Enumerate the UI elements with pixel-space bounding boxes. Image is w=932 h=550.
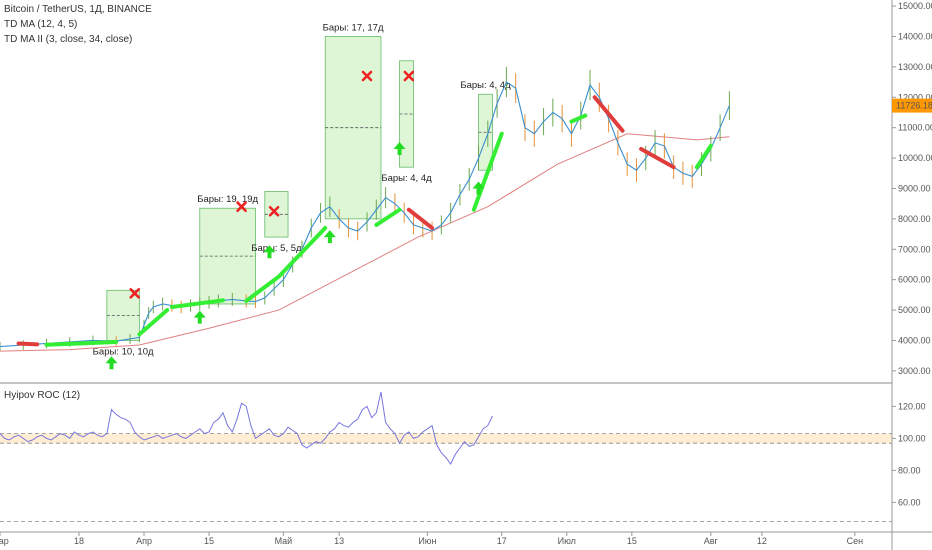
time-tick-label: 18 [74, 536, 84, 546]
indicator-td-ma[interactable]: TD MA (12, 4, 5) [4, 19, 78, 30]
td-up-segment [374, 207, 402, 227]
osc-tick-label: 80.00 [898, 465, 921, 475]
buy-arrow-icon [105, 356, 118, 370]
price-tick-label: 6000.00 [898, 275, 931, 285]
td-down-segment [592, 95, 625, 133]
bar-count-label: Бары: 19, 19д [197, 194, 258, 205]
roc-panel [0, 391, 892, 522]
td-up-segment [137, 308, 170, 337]
td-down-segment [406, 207, 435, 230]
td-up-segment [44, 339, 119, 347]
ma-lines [0, 133, 730, 352]
price-tick-label: 3000.00 [898, 366, 931, 376]
roc-indicator-title[interactable]: Hyipov ROC (12) [4, 390, 81, 401]
time-tick-label: Мар [0, 536, 9, 546]
price-tick-label: 15000.00 [898, 1, 932, 11]
price-tick-label: 7000.00 [898, 244, 931, 254]
bar-count-boxes: Бары: 10, 10д Бары: 19, 19д Бары: 5, 5д Бар… [93, 22, 511, 357]
sell-cross-icon [403, 70, 415, 82]
td-up-segment [471, 131, 504, 212]
time-tick-label: Июл [558, 536, 576, 546]
buy-arrow-icon [323, 230, 336, 244]
time-tick-label: 15 [627, 536, 637, 546]
buy-arrow-icon [193, 310, 206, 324]
bar-count-label: Бары: 10, 10д [93, 346, 154, 357]
sell-cross-icon [268, 205, 280, 217]
indicator-td-ma-ii[interactable]: TD MA II (3, close, 34, close) [4, 34, 133, 45]
last-price-box [892, 98, 932, 113]
td-up-segment [244, 274, 281, 303]
td-up-segment [694, 143, 713, 170]
sell-cross-icon [129, 288, 141, 299]
sell-cross-icon [236, 201, 247, 212]
roc-line [0, 391, 493, 465]
price-tick-label: 14000.00 [898, 31, 932, 41]
bar-count-label: Бары: 4, 4д [381, 173, 432, 184]
time-tick-label: 12 [757, 536, 767, 546]
buy-arrow-icon [263, 245, 276, 259]
roc-band [0, 433, 892, 444]
buy-arrow-icon [472, 181, 485, 195]
osc-tick-label: 120.00 [898, 401, 926, 411]
time-tick-label: Апр [136, 536, 152, 546]
td-segments [16, 95, 713, 347]
price-tick-label: 10000.00 [898, 153, 932, 163]
time-tick-label: 17 [497, 536, 507, 546]
osc-tick-label: 100.00 [898, 433, 926, 443]
last-price-label: 11726.18 [892, 98, 932, 113]
time-tick-label: 15 [204, 536, 214, 546]
signal-markers [105, 70, 485, 370]
buy-arrow-icon [393, 141, 406, 155]
td-down-segment [16, 341, 40, 347]
time-tick-label: Сен [847, 536, 864, 546]
bar-count-label: Бары: 5, 5д [251, 243, 302, 254]
td-up-segment [169, 298, 225, 310]
time-tick-label: Авг [704, 536, 719, 546]
ma34-line [0, 133, 730, 352]
td-up-segment [276, 225, 328, 279]
price-tick-label: 12000.00 [898, 92, 932, 102]
time-tick-label: Июн [418, 536, 436, 546]
td-up-segment [569, 113, 588, 124]
price-tick-label: 5000.00 [898, 305, 931, 315]
bar-count-label: Бары: 4, 4д [460, 80, 511, 91]
time-tick-label: 13 [334, 536, 344, 546]
price-tick-label: 11000.00 [898, 123, 932, 133]
sell-cross-icon [361, 70, 373, 82]
price-tick-label: 8000.00 [898, 214, 931, 224]
time-tick-label: Май [275, 536, 293, 546]
price-tick-label: 9000.00 [898, 183, 931, 193]
last-price-value: 11726.18 [896, 101, 932, 111]
osc-tick-label: 60.00 [898, 497, 921, 507]
price-tick-label: 4000.00 [898, 335, 931, 345]
bar-count-label: Бары: 17, 17д [323, 22, 384, 33]
symbol-title: Bitcoin / TetherUS, 1Д, BINANCE [4, 4, 152, 15]
td-down-segment [639, 146, 676, 170]
price-tick-label: 13000.00 [898, 62, 932, 72]
